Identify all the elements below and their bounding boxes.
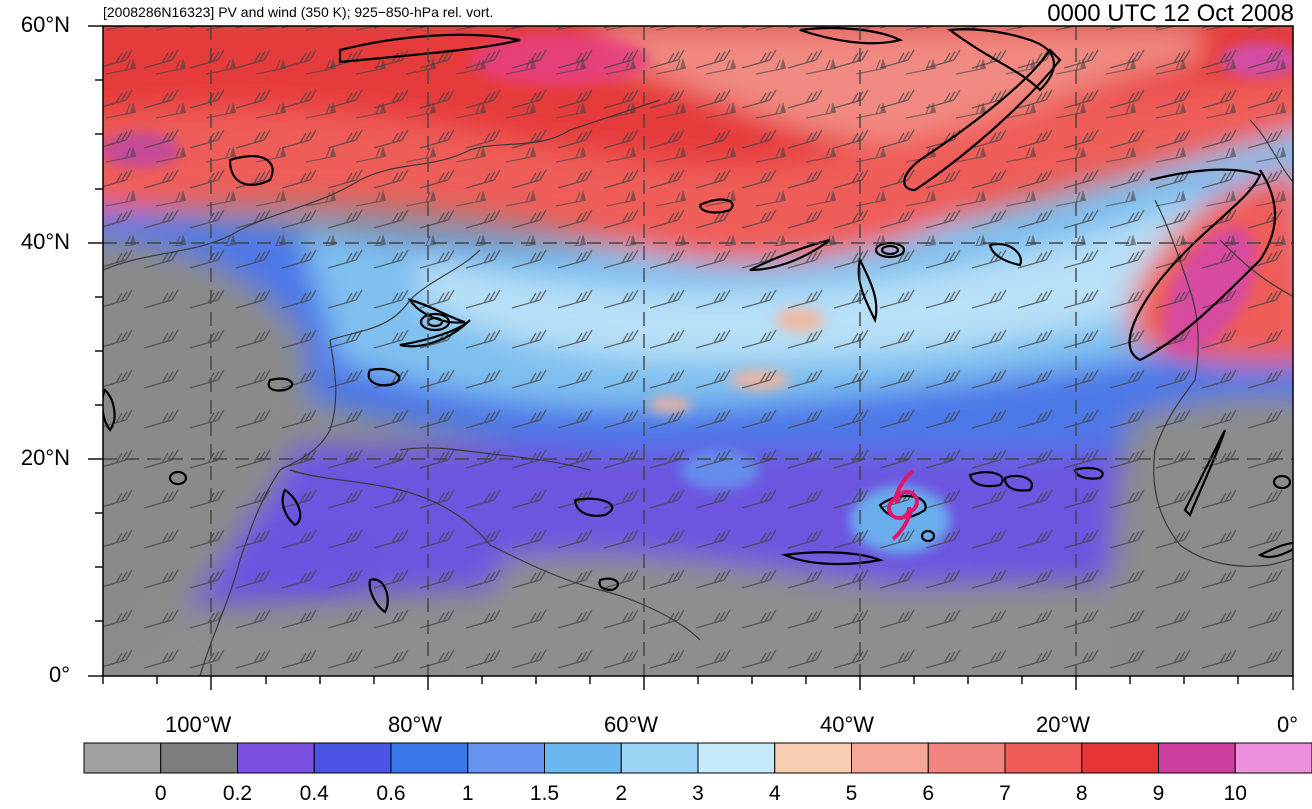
colorbar-swatch bbox=[390, 742, 469, 774]
lon-label-100w: 100°W bbox=[165, 712, 232, 737]
colorbar-swatch bbox=[467, 742, 545, 774]
lat-label-0: 0° bbox=[48, 662, 70, 687]
colorbar-swatch bbox=[1004, 742, 1083, 774]
colorbar-swatch bbox=[851, 742, 929, 774]
colorbar-swatch bbox=[83, 742, 162, 774]
colorbar-tick-label: 8 bbox=[1075, 782, 1088, 805]
colorbar-swatch bbox=[1081, 742, 1159, 774]
pv-shading bbox=[103, 26, 1293, 676]
lon-label-80w: 80°W bbox=[388, 712, 443, 737]
graticule bbox=[103, 26, 1293, 676]
colorbar-tick-label: 4 bbox=[768, 782, 781, 805]
lat-label-20n: 20°N bbox=[20, 445, 70, 470]
colorbar-swatch bbox=[1158, 742, 1236, 774]
colorbar-tick-label: 1 bbox=[461, 782, 474, 805]
colorbar-tick-label: 0.6 bbox=[376, 782, 406, 805]
colorbar-tick-label: 3 bbox=[692, 782, 704, 805]
colorbar-tick-label: 0 bbox=[154, 782, 167, 805]
vorticity-contours bbox=[103, 26, 1293, 614]
colorbar-tick-label: 0.2 bbox=[222, 782, 253, 805]
colorbar-swatch bbox=[1234, 742, 1312, 774]
colorbar-swatch bbox=[160, 742, 238, 774]
colorbar-tick-label: 0.4 bbox=[299, 782, 329, 805]
plot-title-left: [2008286N16323] PV and wind (350 K); 925… bbox=[103, 4, 494, 20]
colorbar-tick-label: 1.5 bbox=[529, 782, 560, 805]
colorbar-tick-label: 7 bbox=[999, 782, 1011, 805]
lat-ticks bbox=[88, 25, 103, 677]
lon-label-40w: 40°W bbox=[820, 712, 875, 737]
lon-label-60w: 60°W bbox=[604, 712, 659, 737]
colorbar-swatch bbox=[927, 742, 1006, 774]
plot-title-right: 0000 UTC 12 Oct 2008 bbox=[1047, 0, 1294, 27]
lon-label-0: 0° bbox=[1277, 712, 1299, 737]
lon-label-20w: 20°W bbox=[1036, 712, 1091, 737]
colorbar-swatch bbox=[774, 742, 852, 774]
colorbar-tick-label: 10 bbox=[1223, 782, 1247, 805]
coastlines bbox=[103, 99, 1293, 676]
colorbar-swatch bbox=[237, 742, 315, 774]
tropical-cyclone-icon bbox=[887, 469, 919, 541]
colorbar-tick-label: 9 bbox=[1152, 782, 1165, 805]
colorbar-swatch bbox=[620, 742, 699, 774]
lat-label-60n: 60°N bbox=[20, 12, 70, 37]
lon-ticks bbox=[102, 676, 1294, 690]
colorbar-tick-label: 2 bbox=[615, 782, 628, 805]
colorbar-tick-label: 6 bbox=[922, 782, 935, 805]
colorbar-swatch bbox=[697, 742, 776, 774]
colorbar-tick-label: 5 bbox=[845, 782, 858, 805]
lat-label-40n: 40°N bbox=[20, 229, 70, 254]
colorbar-swatch bbox=[313, 742, 392, 774]
colorbar bbox=[83, 742, 1312, 774]
colorbar-swatch bbox=[544, 742, 622, 774]
